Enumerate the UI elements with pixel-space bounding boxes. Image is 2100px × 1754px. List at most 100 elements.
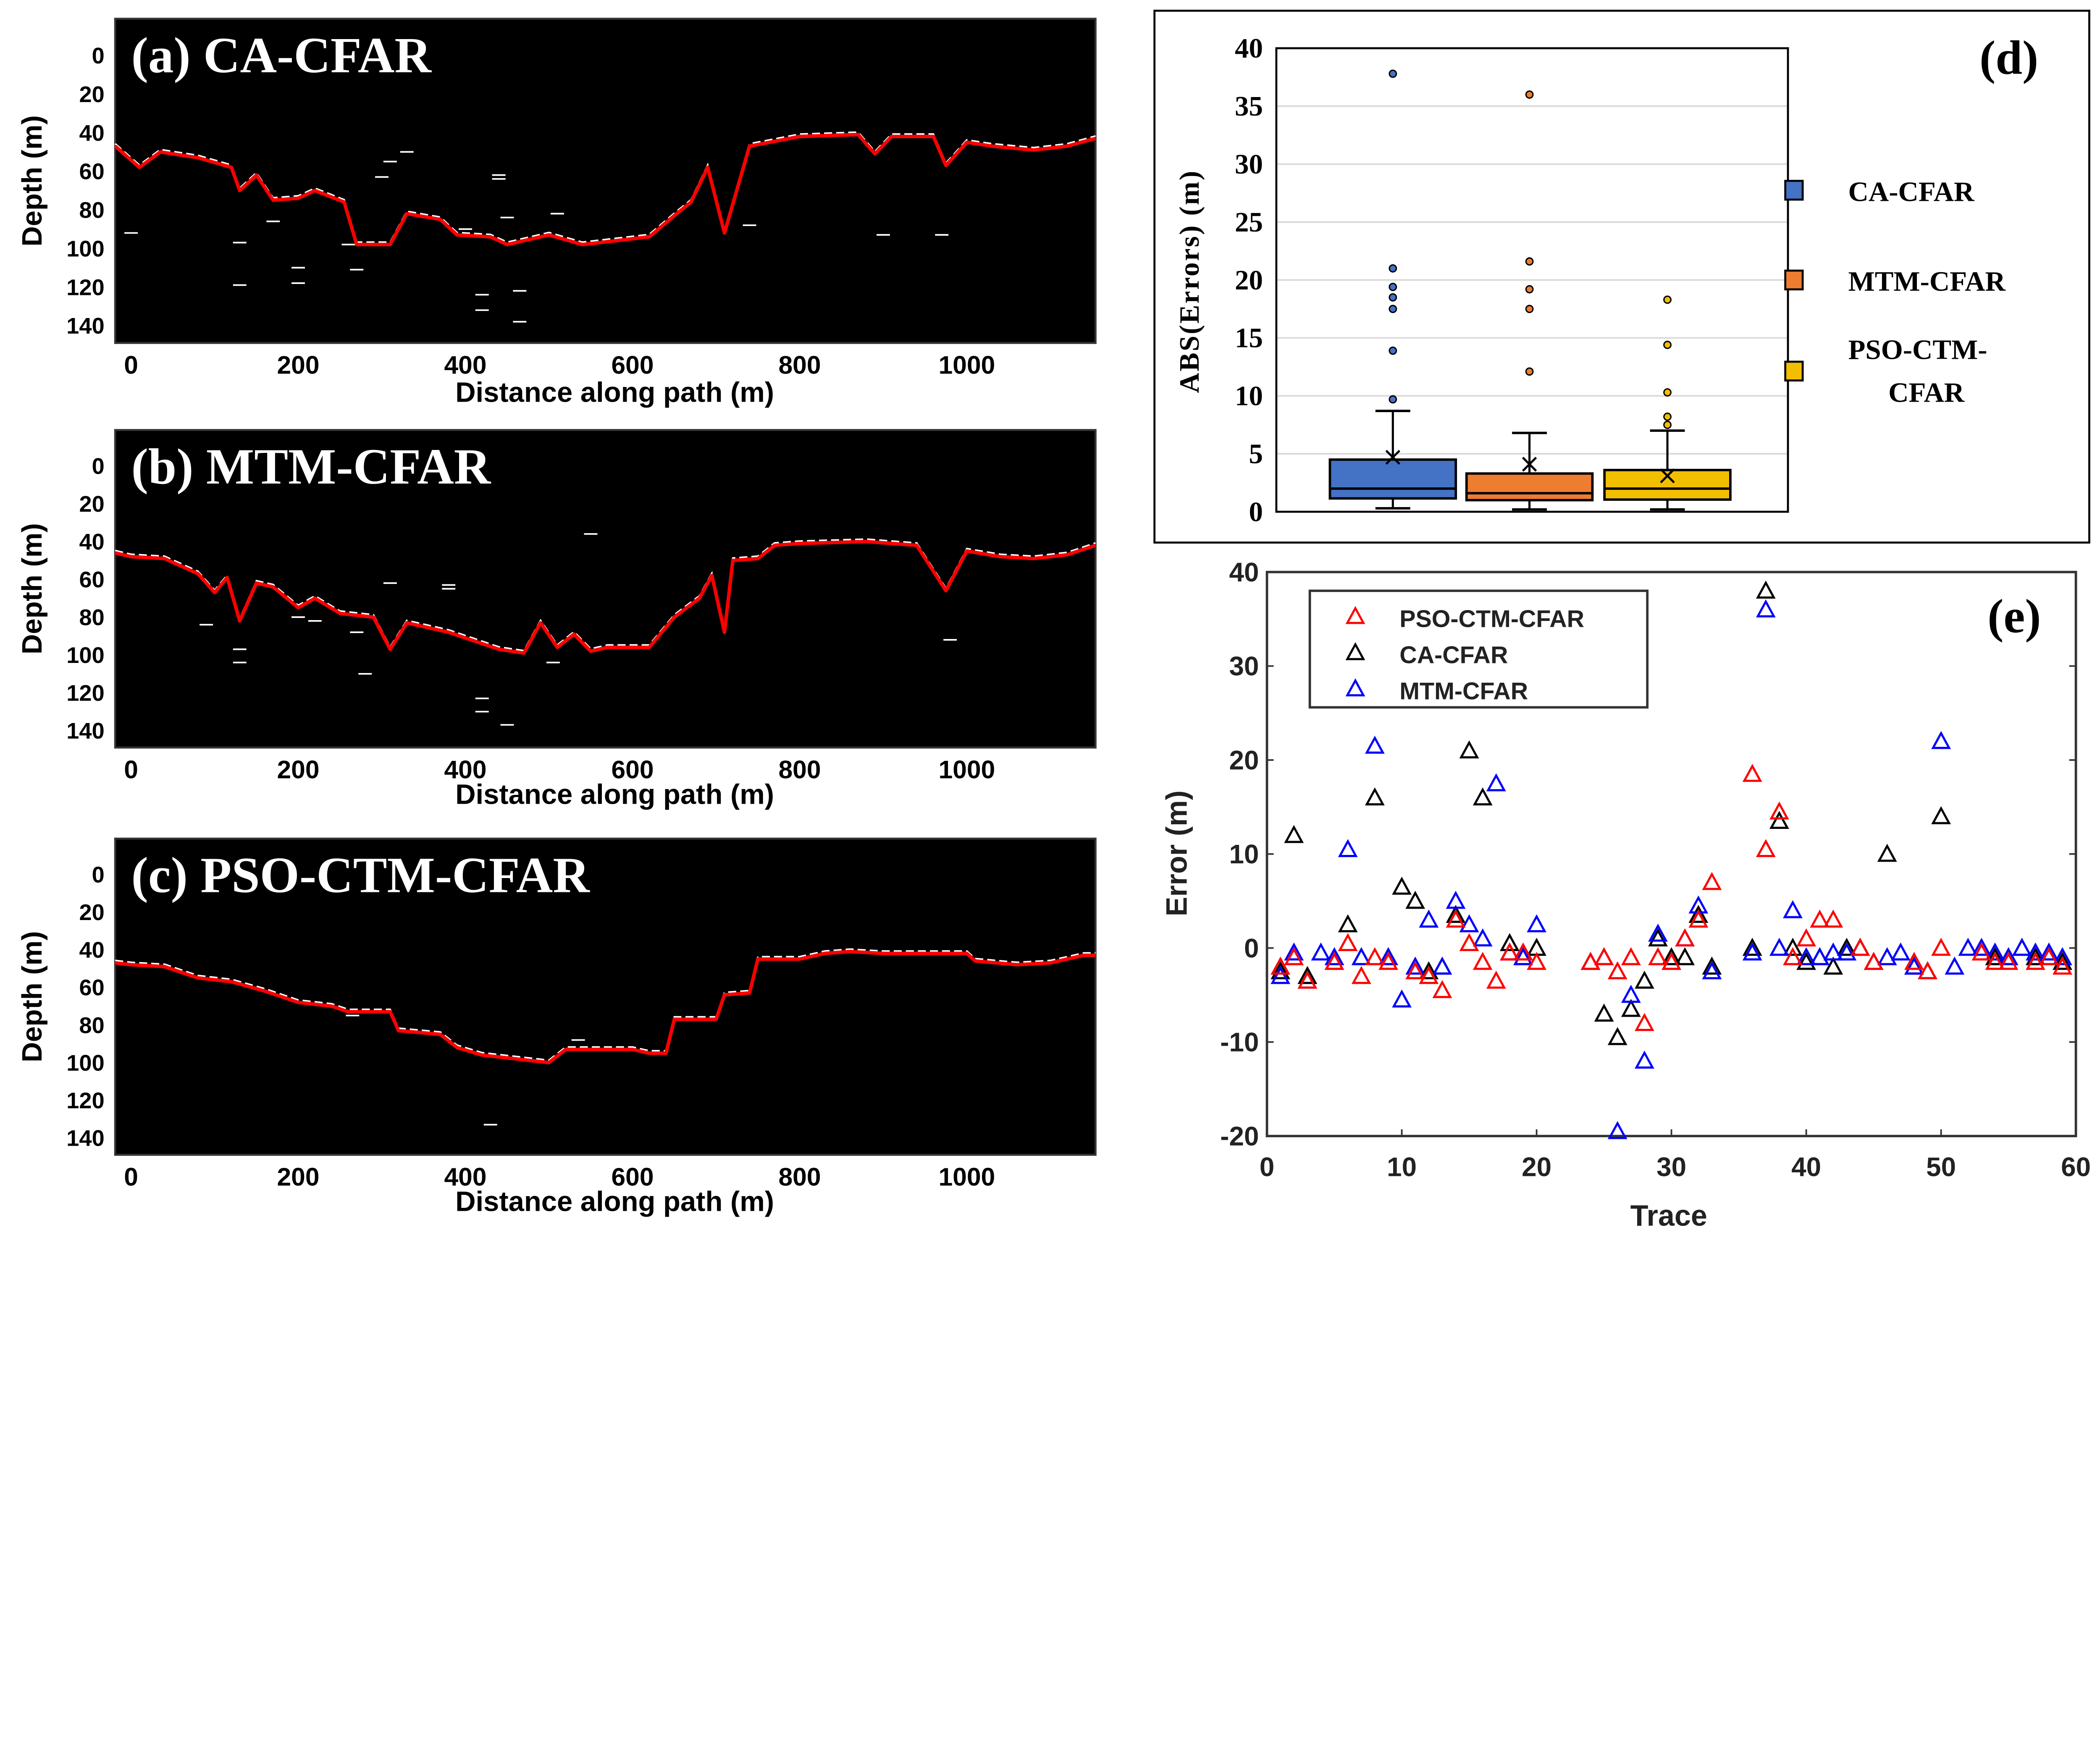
data-point-pso-ctm-cfar [1662,952,1682,970]
data-point-ca-cfar [1499,933,1520,951]
data-point-pso-ctm-cfar [1621,947,1641,965]
outlier-point [1389,346,1397,355]
data-point-pso-ctm-cfar [1499,942,1520,961]
data-point-mtm-cfar [1486,773,1506,792]
outlier-point [1663,295,1672,304]
box-1 [1465,90,1594,511]
y-tick-label: 60 [79,975,104,1000]
x-tick-label: 1000 [939,1162,995,1191]
data-point-pso-ctm-cfar [1931,938,1951,956]
legend-label: PSO-CTM- CFAR [1848,334,1987,408]
y-axis-label: Depth (m) [16,115,48,246]
y-tick-label: 0 [1244,933,1259,963]
data-point-mtm-cfar [1971,938,1992,956]
panel-label: (a) CA-CFAR [131,27,432,84]
y-tick-label: 40 [79,121,104,146]
data-point-ca-cfar [1419,961,1439,980]
data-point-pso-ctm-cfar [1513,942,1533,961]
data-point-mtm-cfar [1931,731,1951,749]
y-tick-label: 140 [66,718,104,744]
x-tick-label: 0 [124,755,138,784]
y-tick-label: 30 [1235,149,1263,180]
x-tick-label: 60 [2061,1152,2091,1182]
x-tick-label: 400 [444,351,486,379]
data-point-pso-ctm-cfar [1297,970,1318,989]
outlier-point [1389,69,1397,78]
data-point-mtm-cfar [1945,956,1965,975]
legend-swatch [1784,360,1804,382]
x-axis-label: Distance along path (m) [455,778,774,810]
data-point-ca-cfar [1459,740,1479,759]
data-point-ca-cfar [1931,806,1951,824]
bottom-depth-line [115,539,1096,655]
y-tick-label: 20 [79,492,104,517]
y-tick-label: 100 [66,1050,104,1076]
legend-label-line: PSO-CTM- [1848,334,1987,366]
data-point-ca-cfar [1837,938,1857,956]
data-point-ca-cfar [1405,891,1425,909]
data-point-pso-ctm-cfar [1284,947,1304,965]
data-point-pso-ctm-cfar [1823,910,1843,928]
data-point-mtm-cfar [1365,736,1385,754]
y-axis-label: ABS(Errors) (m) [1174,170,1205,393]
data-point-mtm-cfar [1998,947,2019,965]
legend-marker [1345,678,1365,697]
data-point-ca-cfar [1392,876,1412,895]
data-point-ca-cfar [1338,914,1358,933]
legend-label: MTM-CFAR [1848,266,2006,297]
data-point-pso-ctm-cfar [1580,952,1601,970]
y-tick-label: 10 [1229,839,1259,869]
radargram-background [114,18,1097,344]
data-point-mtm-cfar [1378,947,1398,965]
data-point-pso-ctm-cfar [1769,801,1789,820]
x-tick-label: 200 [277,351,319,379]
data-point-mtm-cfar [1702,961,1722,980]
y-axis-label: Depth (m) [16,523,48,654]
y-tick-label: -20 [1220,1121,1259,1151]
data-point-mtm-cfar [1351,947,1371,965]
data-point-ca-cfar [1877,844,1897,862]
data-point-pso-ctm-cfar [1634,1013,1654,1031]
data-point-ca-cfar [1985,947,2005,965]
data-point-pso-ctm-cfar [1270,956,1291,975]
outlier-point [1525,285,1534,294]
data-point-pso-ctm-cfar [1810,910,1830,928]
bottom-depth-line [114,133,1096,247]
outlier-point [1663,413,1672,421]
data-point-pso-ctm-cfar [1378,952,1398,970]
legend-label: CA-CFAR [1399,642,1508,668]
data-point-mtm-cfar [1459,914,1479,933]
data-point-mtm-cfar [1432,956,1452,975]
data-point-mtm-cfar [1958,938,1978,956]
y-axis-label: Error (m) [1160,790,1193,916]
x-tick-label: 600 [611,351,654,379]
data-point-pso-ctm-cfar [1432,980,1452,998]
data-point-mtm-cfar [1769,938,1789,956]
data-point-ca-cfar [1796,952,1816,970]
box-0 [1328,69,1457,510]
data-point-ca-cfar [1688,905,1709,923]
outlier-point [1389,395,1397,404]
data-point-ca-cfar [1594,1003,1614,1022]
data-point-mtm-cfar [1324,947,1344,965]
legend-marker [1345,606,1365,624]
data-point-mtm-cfar [1783,900,1803,918]
x-tick-label: 200 [277,1162,319,1191]
y-tick-label: 140 [66,313,104,339]
data-point-ca-cfar [1662,947,1682,965]
outlier-point [1525,90,1534,99]
mean-marker [1522,457,1537,472]
y-tick-label: 20 [1229,745,1259,775]
y-tick-label: 40 [79,938,104,963]
data-point-pso-ctm-cfar [1971,942,1992,961]
y-tick-label: 60 [79,159,104,184]
data-point-pso-ctm-cfar [1486,970,1506,989]
data-point-pso-ctm-cfar [1742,764,1762,782]
x-tick-label: 200 [277,755,319,784]
data-point-pso-ctm-cfar [2039,947,2059,965]
data-point-mtm-cfar [1648,923,1668,942]
x-tick-label: 800 [778,351,821,379]
x-tick-label: 800 [778,755,821,784]
data-point-pso-ctm-cfar [1365,947,1385,965]
y-tick-label: 0 [92,454,105,479]
